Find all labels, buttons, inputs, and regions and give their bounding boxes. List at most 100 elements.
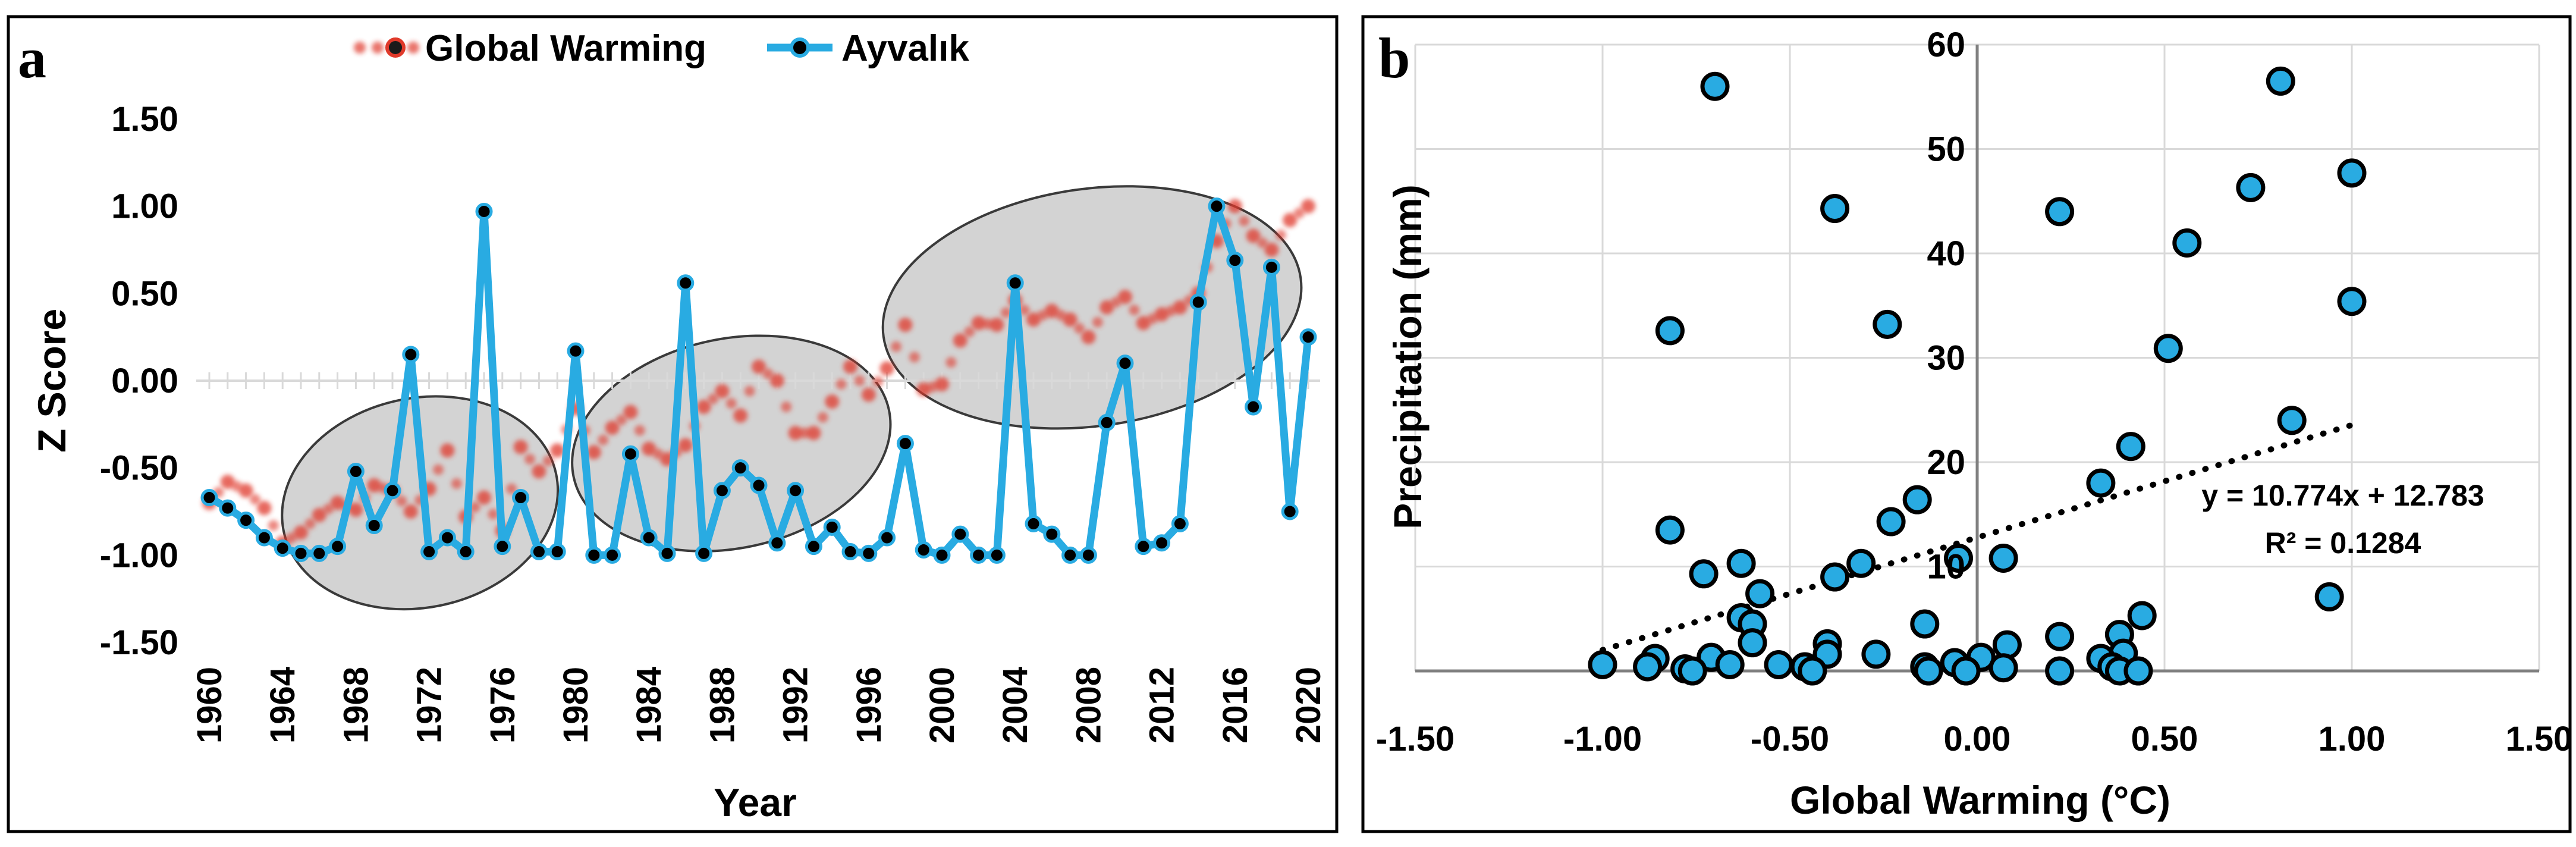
scatter-point [2045, 197, 2075, 227]
ayvalik-point [384, 482, 401, 500]
ayvalik-point [365, 516, 383, 534]
scatter-point [1745, 579, 1775, 608]
ayvalik-point [530, 542, 548, 560]
scatter-point [2086, 468, 2116, 498]
x-axis-label: Global Warming (°C) [1790, 778, 2170, 822]
gw-point [330, 495, 345, 510]
scatter-point [1861, 639, 1891, 669]
panel-a-letter: a [18, 26, 46, 90]
gw-point [678, 438, 693, 453]
scatter-point [1820, 194, 1850, 224]
ayvalik-point [988, 546, 1006, 564]
gw-dot [817, 412, 828, 423]
gw-point [752, 359, 766, 374]
gw-point [1081, 330, 1096, 344]
ayvalik-point [787, 482, 805, 500]
x-tick-label: 2020 [1289, 667, 1328, 744]
scatter-point [1715, 650, 1745, 679]
gw-point [623, 404, 638, 419]
gw-point [1044, 303, 1059, 318]
gw-dot [433, 464, 444, 475]
ayvalik-point [805, 538, 822, 556]
y-tick-label: -1.50 [100, 623, 178, 662]
gw-dot [1092, 316, 1103, 328]
scatter-point [1914, 656, 1943, 686]
x-tick-labels: 1960 1964 1968 1972 1976 1980 1984 1988 1992 1996… [190, 667, 1328, 744]
ayvalik-point [1025, 515, 1042, 533]
ayvalik-point [1135, 538, 1152, 556]
gw-dot [1257, 237, 1268, 249]
ayvalik-point [512, 489, 530, 507]
x-tick-label: 1972 [410, 667, 449, 744]
ayvalik-point [1116, 355, 1134, 372]
gw-dot [323, 503, 334, 515]
ayvalik-point [475, 202, 493, 220]
ayvalik-point [695, 544, 713, 562]
scatter-point [1798, 656, 1827, 686]
gw-point [953, 333, 967, 348]
gw-point [477, 490, 491, 505]
legend-gw-dot [407, 42, 419, 54]
scatter-point [1588, 650, 1617, 679]
highlight-ellipse-2 [571, 334, 892, 553]
gw-point [1246, 228, 1261, 243]
series-ayvalik [200, 197, 1317, 564]
gw-point [1136, 316, 1151, 331]
x-tick-label: 1984 [630, 667, 668, 744]
gw-dot [268, 520, 279, 531]
ayvalik-point [567, 342, 585, 360]
x-tick-label: 2000 [923, 667, 962, 744]
gw-dot [1293, 208, 1305, 219]
gw-point [971, 316, 986, 331]
ayvalik-point [585, 546, 603, 564]
ayvalik-point [237, 512, 255, 529]
ayvalik-point [255, 529, 273, 547]
y-tick-label: 0.50 [111, 274, 178, 313]
gw-point [550, 443, 565, 458]
scatter-point [1726, 548, 1756, 578]
gw-point [1173, 300, 1188, 315]
legend-global-warming: Global Warming [354, 28, 706, 69]
gw-point [1099, 300, 1114, 315]
gw-point [733, 408, 748, 423]
gw-dot [725, 398, 737, 409]
gw-point [843, 359, 857, 374]
y-tick-label: -1.00 [100, 536, 178, 575]
panel-b-border [1361, 15, 2572, 833]
y-tick-label: 40 [1927, 234, 1965, 273]
gw-point [642, 441, 656, 456]
scatter-point [2337, 158, 2367, 188]
x-tick-label: 2016 [1216, 667, 1255, 744]
ayvalik-point [896, 435, 914, 453]
x-tick-label: 1968 [337, 667, 375, 744]
gw-dot [1239, 215, 1250, 227]
gw-dot [304, 518, 316, 529]
ayvalik-point [1245, 398, 1262, 416]
y-tick-label: 10 [1927, 548, 1965, 586]
x-tick-label: -0.50 [1751, 720, 1829, 758]
gw-point [513, 440, 528, 454]
scatter-points [1588, 66, 2367, 686]
ayvalik-point [970, 546, 988, 564]
scatter-point [1988, 653, 2018, 683]
ayvalik-point [713, 482, 731, 500]
ayvalik-point [329, 538, 347, 556]
y-tick-labels: -1.50 -1.00 -0.50 0.00 0.50 1.00 1.50 [100, 100, 178, 662]
trend-r-squared: R² = 0.1284 [2265, 526, 2421, 560]
ayvalik-point [1208, 197, 1226, 215]
ayvalik-point [750, 476, 768, 494]
scatter-point [1655, 515, 1685, 545]
y-tick-label: 1.50 [111, 100, 178, 139]
legend-ayvalik: Ayvalık [767, 28, 969, 69]
gw-dot [488, 509, 499, 520]
panel-b-letter: b [1378, 26, 1410, 90]
gw-dot [781, 401, 792, 412]
gw-dot [708, 393, 718, 404]
gw-point [916, 382, 931, 397]
gw-dot [524, 454, 535, 465]
scatter-point [1951, 656, 1981, 686]
ayvalik-point [677, 274, 695, 292]
gw-point [532, 464, 546, 479]
y-tick-label: -0.50 [100, 449, 178, 488]
gw-point [403, 504, 418, 519]
